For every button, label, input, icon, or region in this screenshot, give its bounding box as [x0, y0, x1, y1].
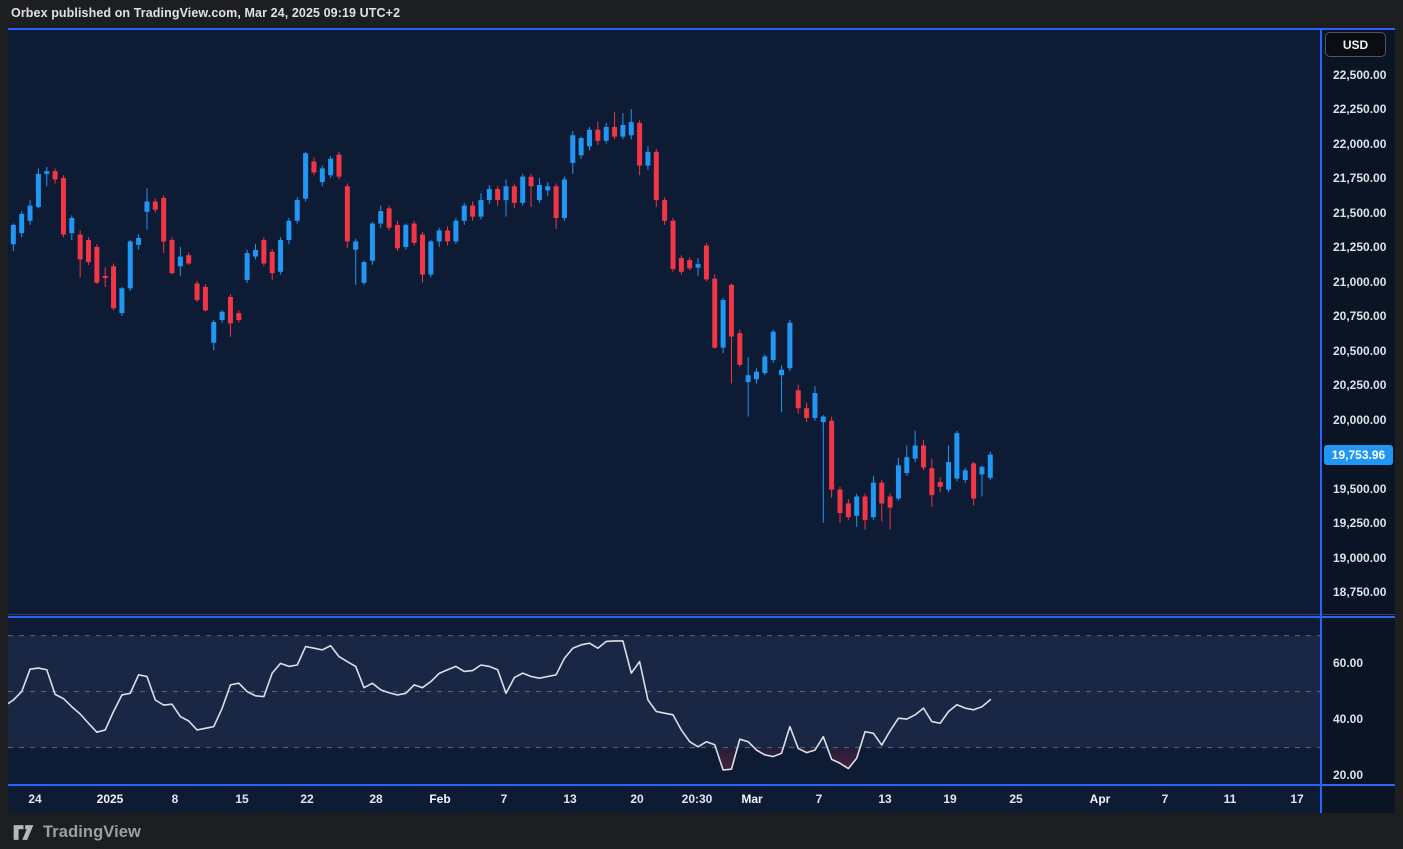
time-axis-label: 8	[171, 792, 179, 806]
time-axis-label: 22	[300, 792, 314, 806]
tradingview-logo-text: TradingView	[43, 822, 141, 841]
time-axis-label: Mar	[741, 792, 763, 806]
last-price-badge: 19,753.96	[1324, 444, 1393, 465]
publish-note: Orbex published on TradingView.com, Mar …	[11, 6, 401, 20]
time-axis-label: 7	[500, 792, 508, 806]
price-axis-label: 22,250.00	[1333, 102, 1387, 117]
footer-bar: TradingView	[0, 815, 1403, 849]
currency-button[interactable]: USD	[1325, 32, 1386, 57]
price-axis-label: 20,500.00	[1333, 343, 1387, 358]
price-axis-label: 19,000.00	[1333, 550, 1387, 565]
time-axis-label: 2025	[96, 792, 124, 806]
time-axis-label: 19	[943, 792, 957, 806]
rsi-axis-label: 20.00	[1333, 767, 1364, 782]
price-axis-label: 22,000.00	[1333, 136, 1387, 151]
rsi-axis-label: 40.00	[1333, 711, 1364, 726]
publish-header: Orbex published on TradingView.com, Mar …	[0, 0, 1403, 28]
time-axis-label: 28	[369, 792, 383, 806]
chart-background	[8, 28, 1321, 786]
price-axis-label: 21,000.00	[1333, 274, 1387, 289]
time-axis-label: 7	[1161, 792, 1169, 806]
price-axis-label: 20,250.00	[1333, 378, 1387, 393]
time-axis-label: 20:30	[681, 792, 713, 806]
rsi-axis-label: 60.00	[1333, 655, 1364, 670]
price-chart-canvas[interactable]	[8, 28, 1321, 786]
price-axis[interactable]: USD 19,753.96 22,500.00 22,250.00 22,000.0…	[1322, 28, 1395, 813]
price-axis-label: 20,750.00	[1333, 309, 1387, 324]
time-axis-label: 15	[235, 792, 249, 806]
tradingview-logo[interactable]: TradingView	[12, 821, 141, 844]
price-axis-label: 20,000.00	[1333, 412, 1387, 427]
price-axis-label: 19,500.00	[1333, 481, 1387, 496]
time-axis-label: 11	[1223, 792, 1237, 806]
price-axis-label: 19,250.00	[1333, 516, 1387, 531]
time-axis-label: 13	[878, 792, 892, 806]
time-axis-label: 17	[1290, 792, 1304, 806]
time-axis-label: Apr	[1089, 792, 1111, 806]
tradingview-logo-icon	[13, 824, 34, 840]
time-axis-label: 13	[563, 792, 577, 806]
time-axis-label: Feb	[429, 792, 451, 806]
price-axis-label: 21,750.00	[1333, 171, 1387, 186]
time-axis-label: 20	[630, 792, 644, 806]
time-axis-label: 25	[1009, 792, 1023, 806]
time-axis-label: 7	[815, 792, 823, 806]
price-axis-label: 22,500.00	[1333, 68, 1387, 82]
time-axis-label: 24	[28, 792, 42, 806]
price-axis-label: 21,500.00	[1333, 205, 1387, 220]
price-axis-label: 18,750.00	[1333, 585, 1387, 599]
time-axis[interactable]: 24 2025 8 15 22 28 Feb 7 13 20 20:30 Mar 7 13 19 25 Apr 7…	[8, 786, 1321, 813]
price-axis-label: 21,250.00	[1333, 240, 1387, 255]
